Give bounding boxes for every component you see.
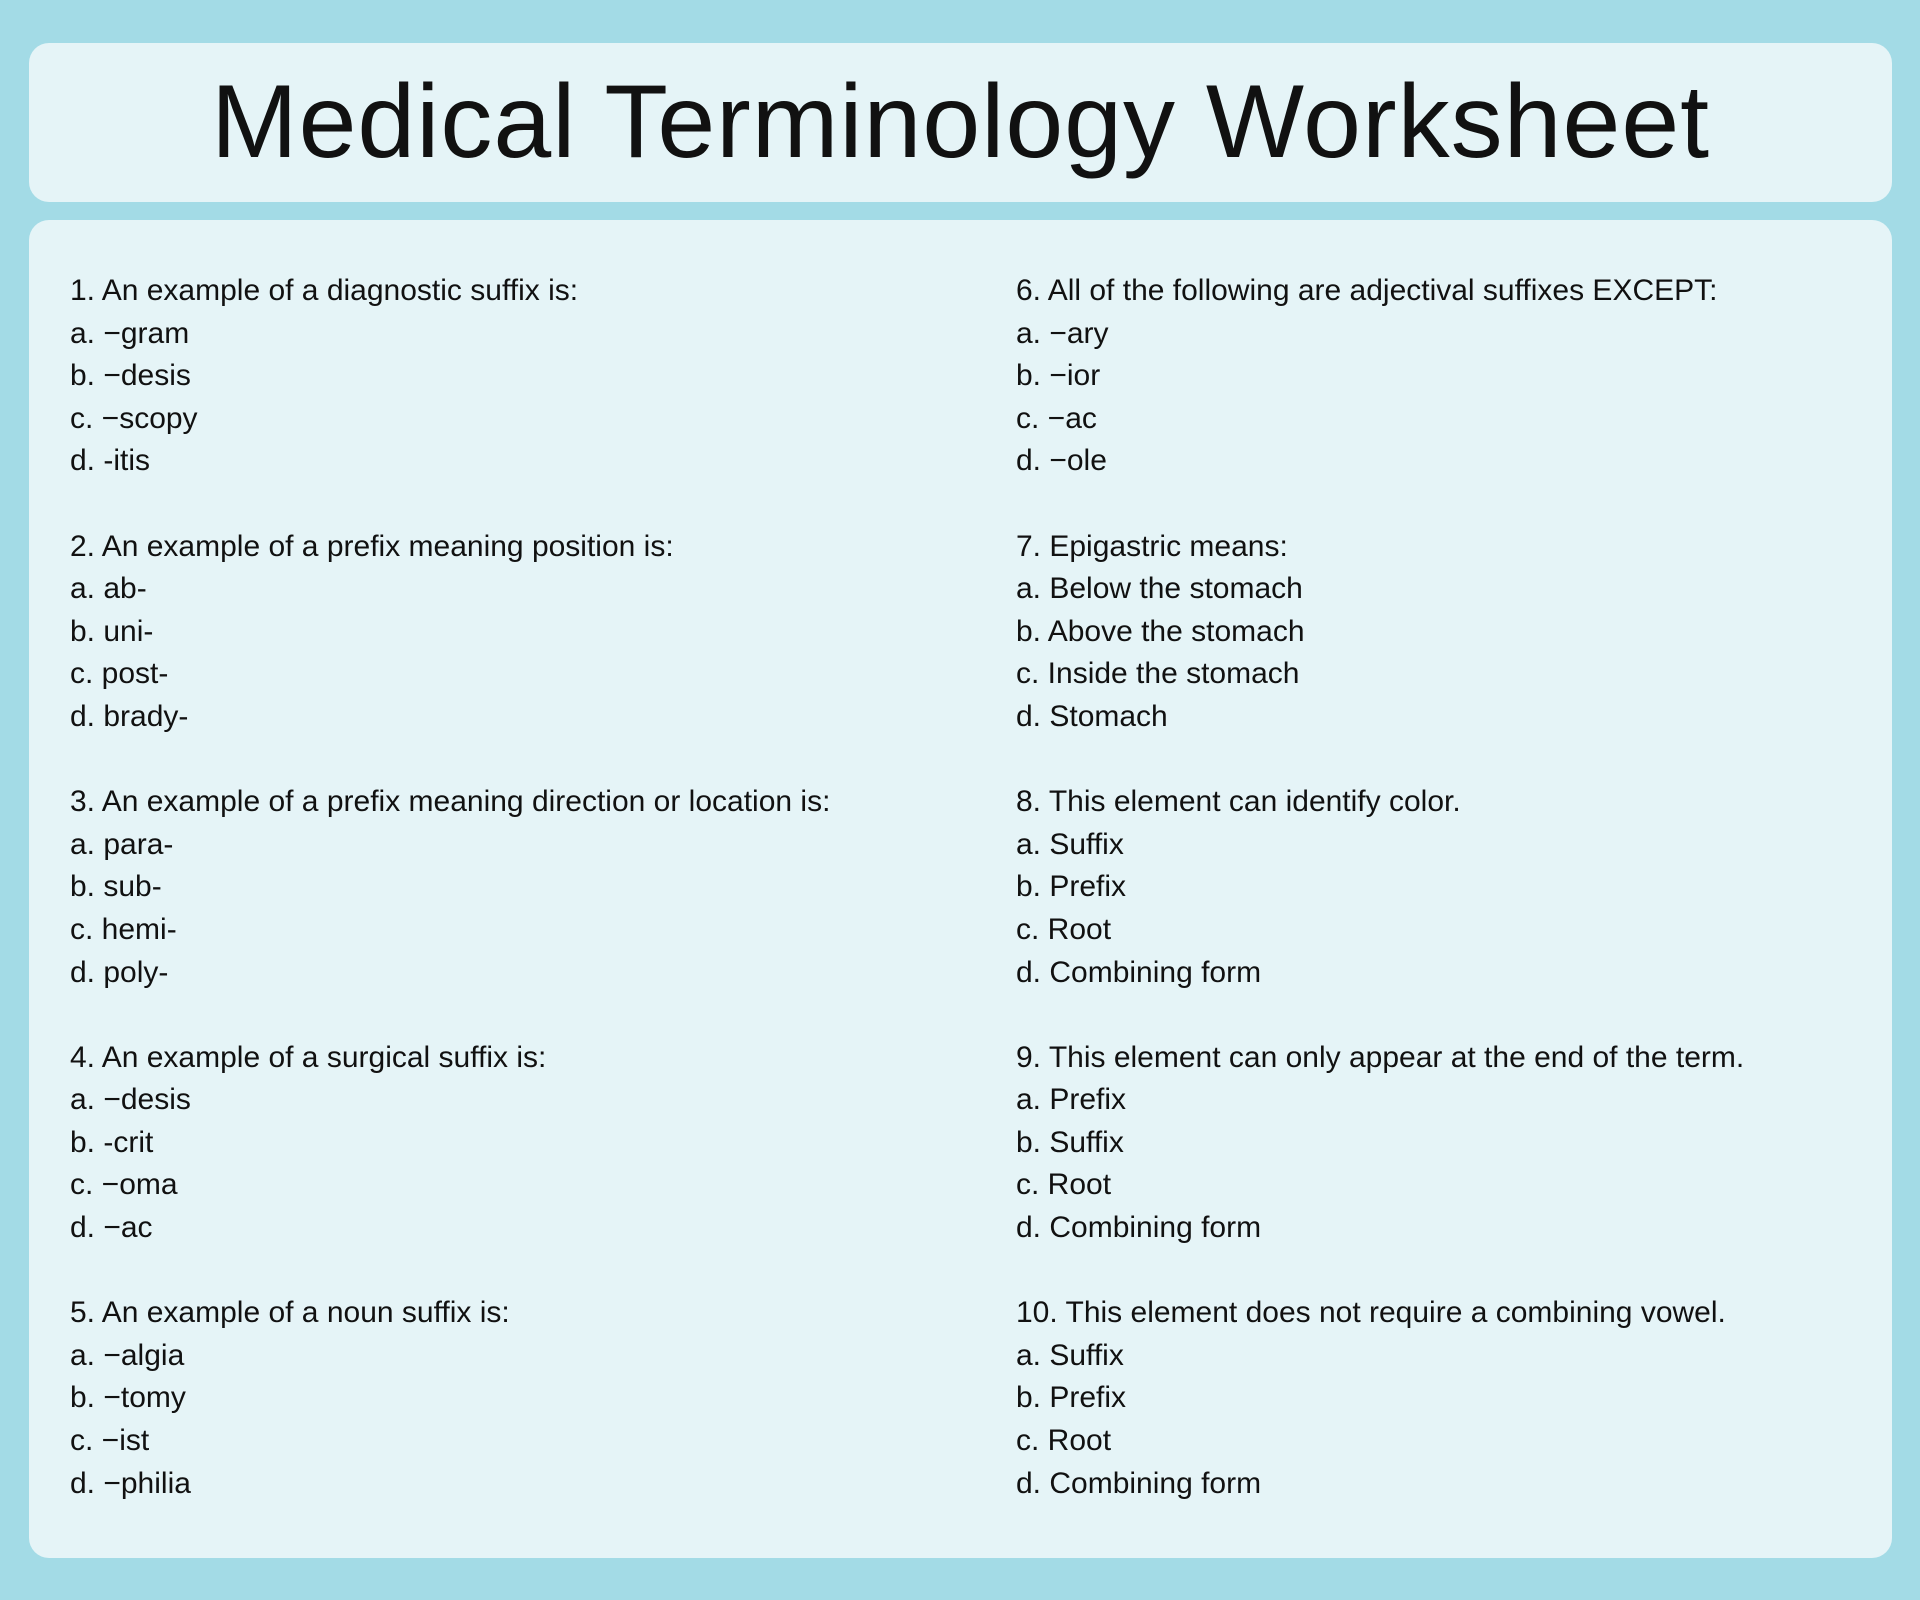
question-prompt: 10. This element does not require a comb… [1016, 1296, 1726, 1330]
answer-option: a. Suffix [1016, 827, 1124, 861]
column: 1. An example of a diagnostic suffix is:… [70, 270, 1010, 1548]
title-panel: Medical Terminology Worksheet [29, 43, 1892, 202]
question: 3. An example of a prefix meaning direct… [70, 781, 1010, 994]
answer-option: b. Suffix [1016, 1125, 1124, 1159]
column: 6. All of the following are adjectival s… [1016, 270, 1876, 1548]
answer-option: b. −desis [70, 359, 191, 393]
answer-option: d. poly- [70, 955, 169, 989]
answer-option: b. sub- [70, 870, 162, 904]
answer-option: d. brady- [70, 699, 189, 733]
answer-option: b. Prefix [1016, 1381, 1127, 1415]
answer-option: a. −algia [70, 1338, 185, 1372]
question-prompt: 2. An example of a prefix meaning positi… [70, 529, 674, 563]
answer-option: b. -crit [70, 1125, 154, 1159]
question: 4. An example of a surgical suffix is: a.… [70, 1037, 1010, 1250]
question-prompt: 3. An example of a prefix meaning direct… [70, 785, 831, 819]
answer-option: c. post- [70, 657, 169, 691]
answer-option: d. Combining form [1016, 1466, 1262, 1500]
question-prompt: 9. This element can only appear at the e… [1016, 1040, 1745, 1074]
question: 7. Epigastric means: a. Below the stomach… [1016, 526, 1876, 739]
question: 9. This element can only appear at the e… [1016, 1037, 1876, 1250]
questions-panel: 1. An example of a diagnostic suffix is:… [29, 220, 1892, 1558]
answer-option: c. −oma [70, 1168, 178, 1202]
answer-option: d. −ac [70, 1211, 153, 1245]
answer-option: a. −desis [70, 1083, 191, 1117]
answer-option: c. −ist [70, 1424, 150, 1458]
answer-option: d. −ole [1016, 444, 1107, 478]
answer-option: d. −philia [70, 1466, 191, 1500]
answer-option: a. −ary [1016, 316, 1109, 350]
question: 2. An example of a prefix meaning positi… [70, 526, 1010, 739]
answer-option: c. Root [1016, 912, 1112, 946]
answer-option: a. Below the stomach [1016, 572, 1303, 606]
answer-option: a. Suffix [1016, 1338, 1124, 1372]
question-prompt: 5. An example of a noun suffix is: [70, 1296, 510, 1330]
answer-option: c. Root [1016, 1168, 1112, 1202]
question: 8. This element can identify color. a. Su… [1016, 781, 1876, 994]
question-prompt: 8. This element can identify color. [1016, 785, 1461, 819]
answer-option: c. −scopy [70, 401, 198, 435]
question-prompt: 6. All of the following are adjectival s… [1016, 274, 1718, 307]
question-prompt: 4. An example of a surgical suffix is: [70, 1040, 547, 1074]
answer-option: a. para- [70, 827, 174, 861]
answer-option: d. Stomach [1016, 699, 1168, 733]
question: 1. An example of a diagnostic suffix is:… [70, 270, 1010, 483]
question: 6. All of the following are adjectival s… [1016, 270, 1876, 483]
answer-option: b. Prefix [1016, 870, 1127, 904]
answer-option: d. Combining form [1016, 955, 1262, 989]
answer-option: a. −gram [70, 316, 190, 350]
answer-option: a. ab- [70, 572, 147, 606]
answer-option: b. uni- [70, 614, 154, 648]
question-prompt: 7. Epigastric means: [1016, 529, 1288, 563]
answer-option: d. -itis [70, 444, 151, 478]
answer-option: c. hemi- [70, 912, 177, 946]
answer-option: b. Above the stomach [1016, 614, 1305, 648]
answer-option: a. Prefix [1016, 1083, 1127, 1117]
answer-option: c. Inside the stomach [1016, 657, 1300, 691]
question: 5. An example of a noun suffix is: a. −al… [70, 1292, 1010, 1505]
answer-option: c. −ac [1016, 401, 1097, 435]
question-prompt: 1. An example of a diagnostic suffix is: [70, 274, 579, 307]
question: 10. This element does not require a comb… [1016, 1292, 1876, 1505]
answer-option: d. Combining form [1016, 1211, 1262, 1245]
answer-option: c. Root [1016, 1424, 1112, 1458]
answer-option: b. −tomy [70, 1381, 186, 1415]
title: Medical Terminology Worksheet [210, 64, 1711, 180]
answer-option: b. −ior [1016, 359, 1101, 393]
